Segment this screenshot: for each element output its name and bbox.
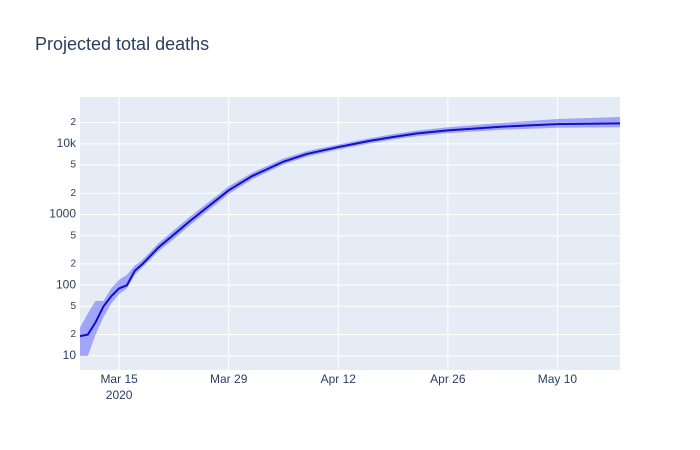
y-tick-label: 2 xyxy=(70,259,76,270)
line xyxy=(79,122,621,338)
y-tick-label: 5 xyxy=(70,230,76,241)
x-tick-label: Apr 12 xyxy=(321,372,357,386)
y-tick-label: 100 xyxy=(56,277,76,291)
x-tick-label: Mar 29 xyxy=(210,372,248,386)
y-tick-label: 10k xyxy=(57,136,77,150)
y-tick-label: 10 xyxy=(63,348,77,362)
x-tick-label: Apr 26 xyxy=(430,372,466,386)
y-tick-label: 2 xyxy=(70,329,76,340)
x-tick-label: May 10 xyxy=(538,372,578,386)
y-tick-label: 2 xyxy=(70,188,76,199)
plot-background xyxy=(80,97,620,370)
x-tick-label: Mar 15 xyxy=(100,372,138,386)
y-tick-label: 5 xyxy=(70,160,76,171)
y-tick-label: 5 xyxy=(70,301,76,312)
y-tick-label: 2 xyxy=(70,117,76,128)
x-year-label: 2020 xyxy=(106,388,133,402)
y-tick-label: 1000 xyxy=(49,207,76,221)
chart-title: Projected total deaths xyxy=(35,34,209,54)
